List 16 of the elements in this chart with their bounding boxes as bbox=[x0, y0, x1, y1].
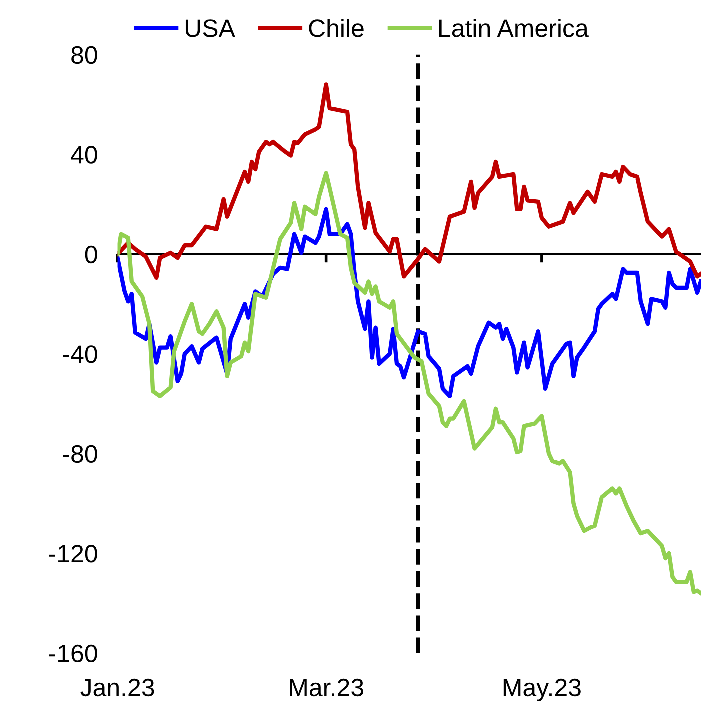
y-tick-label: 0 bbox=[85, 246, 98, 264]
legend-label: Latin America bbox=[439, 18, 589, 38]
y-tick-label: 80 bbox=[72, 46, 98, 64]
x-tick-label: Mar.23 bbox=[290, 678, 364, 697]
x-tick-label: May.23 bbox=[504, 678, 581, 702]
line-series bbox=[118, 171, 701, 596]
legend-label: USA bbox=[186, 20, 236, 38]
y-tick-label: 40 bbox=[71, 146, 98, 164]
y-tick-label: -80 bbox=[63, 445, 98, 464]
line-series bbox=[118, 207, 701, 398]
x-tick-label: Jan.23 bbox=[80, 678, 154, 697]
y-tick-label: -40 bbox=[63, 346, 98, 364]
line-series bbox=[118, 82, 701, 280]
y-tick-label: -120 bbox=[49, 545, 98, 563]
legend-label: Chile bbox=[309, 18, 364, 38]
y-tick-label: -160 bbox=[49, 644, 98, 663]
